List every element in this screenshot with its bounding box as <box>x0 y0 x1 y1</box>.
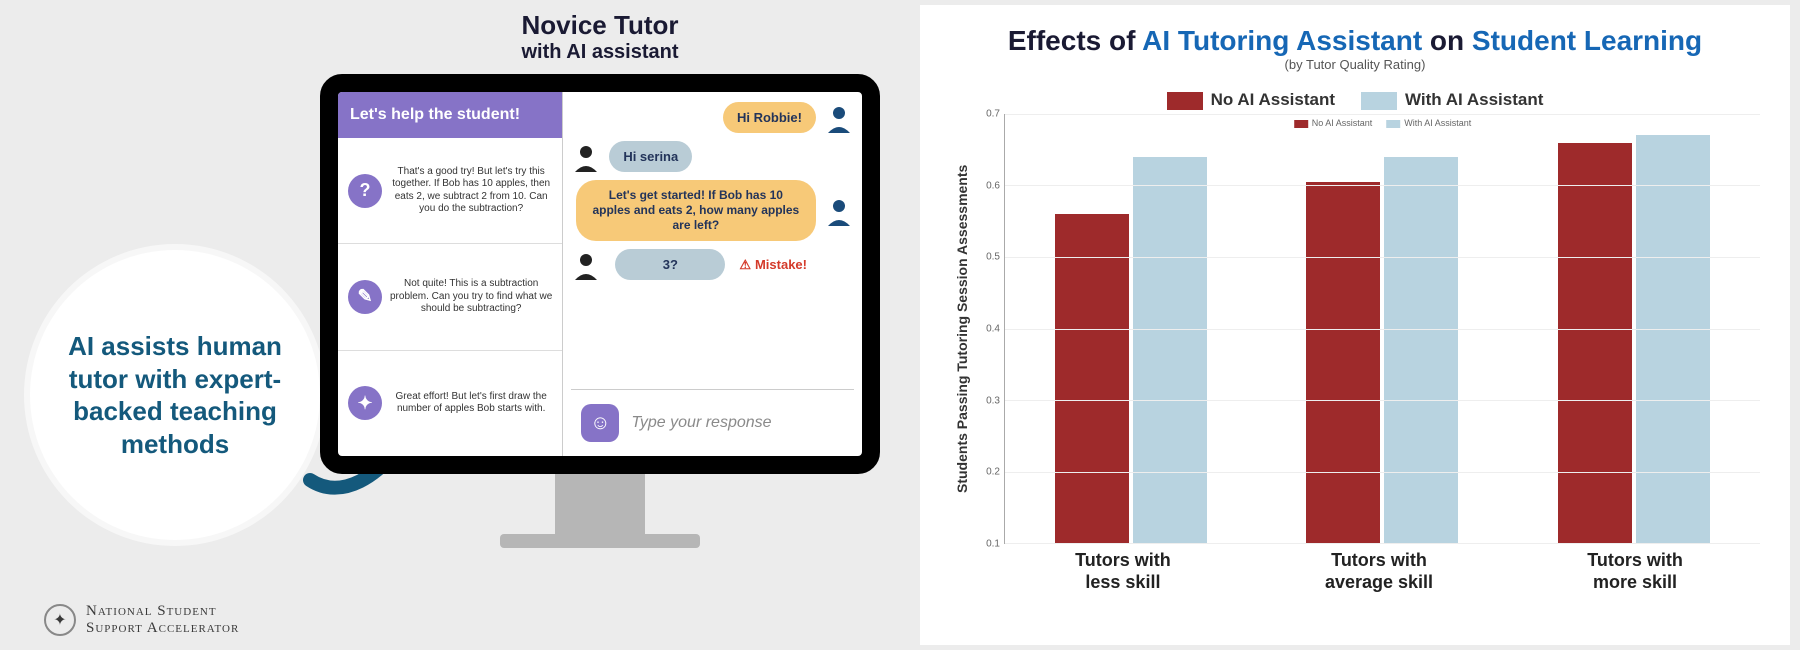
x-axis-label: Tutors withmore skill <box>1587 550 1683 593</box>
hint-text: Not quite! This is a subtraction problem… <box>390 278 552 316</box>
legend-swatch <box>1167 92 1203 110</box>
monitor-base <box>500 534 700 548</box>
chart-subtitle: (by Tutor Quality Rating) <box>950 57 1760 72</box>
student-bubble: Hi serina <box>609 141 692 172</box>
tutor-app: Let's help the student! ? That's a good … <box>338 92 862 456</box>
logo-text: National Student Support Accelerator <box>86 603 239 636</box>
grid-line <box>1005 257 1760 258</box>
grid-line <box>1005 185 1760 186</box>
logo-line: Support Accelerator <box>86 620 239 637</box>
student-avatar-icon <box>571 250 601 280</box>
mistake-label: Mistake! <box>755 257 807 272</box>
y-tick: 0.4 <box>986 324 1000 335</box>
student-avatar-icon <box>571 142 601 172</box>
y-tick: 0.2 <box>986 467 1000 478</box>
hint-text: That's a good try! But let's try this to… <box>390 166 552 216</box>
callout-circle: AI assists human tutor with expert-backe… <box>30 250 320 540</box>
pencil-icon: ✎ <box>348 280 382 314</box>
bar-no-ai <box>1558 143 1632 543</box>
warning-icon: ⚠ <box>739 257 751 273</box>
y-axis: 0.10.20.30.40.50.60.7 <box>974 114 1004 544</box>
y-tick: 0.1 <box>986 539 1000 550</box>
y-axis-label: Students Passing Tutoring Session Assess… <box>950 114 974 544</box>
bar-with-ai <box>1636 135 1710 543</box>
chat-row: Let's get started! If Bob has 10 apples … <box>571 180 854 241</box>
sidebar-header: Let's help the student! <box>338 92 562 138</box>
legend-item: With AI Assistant <box>1361 90 1543 110</box>
chart-body: Students Passing Tutoring Session Assess… <box>950 114 1760 544</box>
mistake-flag: ⚠ Mistake! <box>739 257 807 273</box>
chart-title-part: on <box>1422 25 1472 56</box>
bar-with-ai <box>1384 157 1458 543</box>
grid-line <box>1005 329 1760 330</box>
message-composer[interactable]: ☺ Type your response <box>571 389 854 456</box>
student-bubble: 3? <box>615 249 725 280</box>
tutor-avatar-icon <box>824 103 854 133</box>
hint-suggestion[interactable]: ✎ Not quite! This is a subtraction probl… <box>338 244 562 350</box>
tutor-bubble: Let's get started! If Bob has 10 apples … <box>576 180 816 241</box>
chat-row: Hi serina <box>571 141 854 172</box>
chat-row: 3? ⚠ Mistake! <box>571 249 854 280</box>
chart-plot-area: No AI Assistant With AI Assistant <box>1004 114 1760 544</box>
legend-label: With AI Assistant <box>1405 90 1543 109</box>
x-axis-label: Tutors withaverage skill <box>1325 550 1433 593</box>
chat-row: Hi Robbie! <box>571 102 854 133</box>
x-axis-label: Tutors withless skill <box>1075 550 1171 593</box>
y-tick: 0.6 <box>986 180 1000 191</box>
y-tick: 0.3 <box>986 395 1000 406</box>
chat-panel: Hi Robbie! Hi serina Let's get started! … <box>563 92 862 456</box>
footer-logo: ✦ National Student Support Accelerator <box>44 603 239 636</box>
grid-line <box>1005 472 1760 473</box>
monitor-mockup: Novice Tutor with AI assistant Let's hel… <box>320 10 880 548</box>
response-input[interactable]: Type your response <box>631 414 844 432</box>
chart-title-part: Effects of <box>1008 25 1142 56</box>
grid-line <box>1005 543 1760 544</box>
lightbulb-icon: ✦ <box>348 386 382 420</box>
robot-icon: ☺ <box>581 404 619 442</box>
legend-swatch <box>1361 92 1397 110</box>
monitor-stand <box>555 474 645 534</box>
bar-no-ai <box>1306 182 1380 543</box>
tutor-bubble: Hi Robbie! <box>723 102 816 133</box>
callout-text: AI assists human tutor with expert-backe… <box>58 330 292 460</box>
legend-label: No AI Assistant <box>1211 90 1335 109</box>
monitor-bezel: Let's help the student! ? That's a good … <box>320 74 880 474</box>
bar-no-ai <box>1055 214 1129 543</box>
chart-legend: No AI Assistant With AI Assistant <box>950 90 1760 110</box>
ai-hints-sidebar: Let's help the student! ? That's a good … <box>338 92 563 456</box>
grid-line <box>1005 400 1760 401</box>
chart-title-highlight: AI Tutoring Assistant <box>1142 25 1422 56</box>
tutor-avatar-icon <box>824 196 854 226</box>
logo-mark-icon: ✦ <box>44 604 76 636</box>
legend-item: No AI Assistant <box>1167 90 1335 110</box>
monitor-title: Novice Tutor <box>320 10 880 41</box>
chart-title: Effects of AI Tutoring Assistant on Stud… <box>950 25 1760 57</box>
y-tick: 0.5 <box>986 252 1000 263</box>
chart-title-highlight: Student Learning <box>1472 25 1702 56</box>
grid-line <box>1005 114 1760 115</box>
bar-with-ai <box>1133 157 1207 543</box>
x-axis-labels: Tutors withless skill Tutors withaverage … <box>998 550 1760 593</box>
y-tick: 0.7 <box>986 109 1000 120</box>
logo-line: National Student <box>86 603 239 620</box>
monitor-subtitle: with AI assistant <box>320 41 880 64</box>
hint-text: Great effort! But let's first draw the n… <box>390 391 552 416</box>
hint-suggestion[interactable]: ? That's a good try! But let's try this … <box>338 138 562 244</box>
hint-suggestion[interactable]: ✦ Great effort! But let's first draw the… <box>338 351 562 456</box>
question-icon: ? <box>348 174 382 208</box>
chart-panel: Effects of AI Tutoring Assistant on Stud… <box>920 5 1790 645</box>
